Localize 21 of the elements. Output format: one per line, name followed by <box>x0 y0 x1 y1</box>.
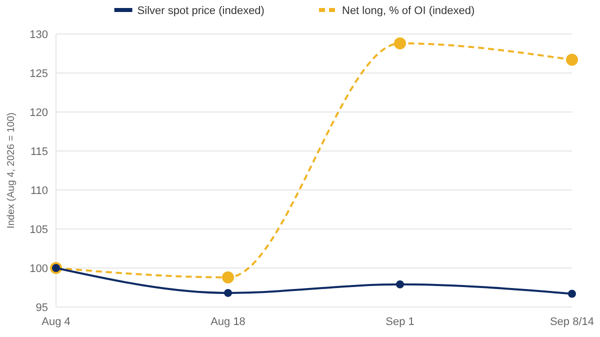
point <box>222 271 234 284</box>
y-tick-label: 100 <box>30 262 48 275</box>
legend-label: Net long, % of OI (indexed) <box>342 5 475 17</box>
point <box>566 54 578 66</box>
point <box>394 37 406 50</box>
x-tick-label: Aug 4 <box>42 316 70 328</box>
legend-label: Silver spot price (indexed) <box>137 5 264 17</box>
y-tick-label: 95 <box>36 302 48 314</box>
y-axis-title: Index (Aug 4, 2026 = 100) <box>6 112 17 228</box>
y-tick-label: 130 <box>30 28 48 41</box>
y-tick-label: 125 <box>30 68 48 80</box>
y-tick-label: 120 <box>30 106 48 119</box>
y-tick-label: 115 <box>30 146 48 158</box>
x-tick-label: Sep 8/14 <box>550 316 594 328</box>
point <box>568 290 576 298</box>
point <box>224 288 232 297</box>
x-tick-label: Aug 18 <box>210 316 246 328</box>
x-tick-label: Sep 1 <box>386 316 414 328</box>
y-tick-label: 105 <box>30 224 48 236</box>
point <box>396 280 404 288</box>
y-tick-label: 110 <box>30 184 48 197</box>
